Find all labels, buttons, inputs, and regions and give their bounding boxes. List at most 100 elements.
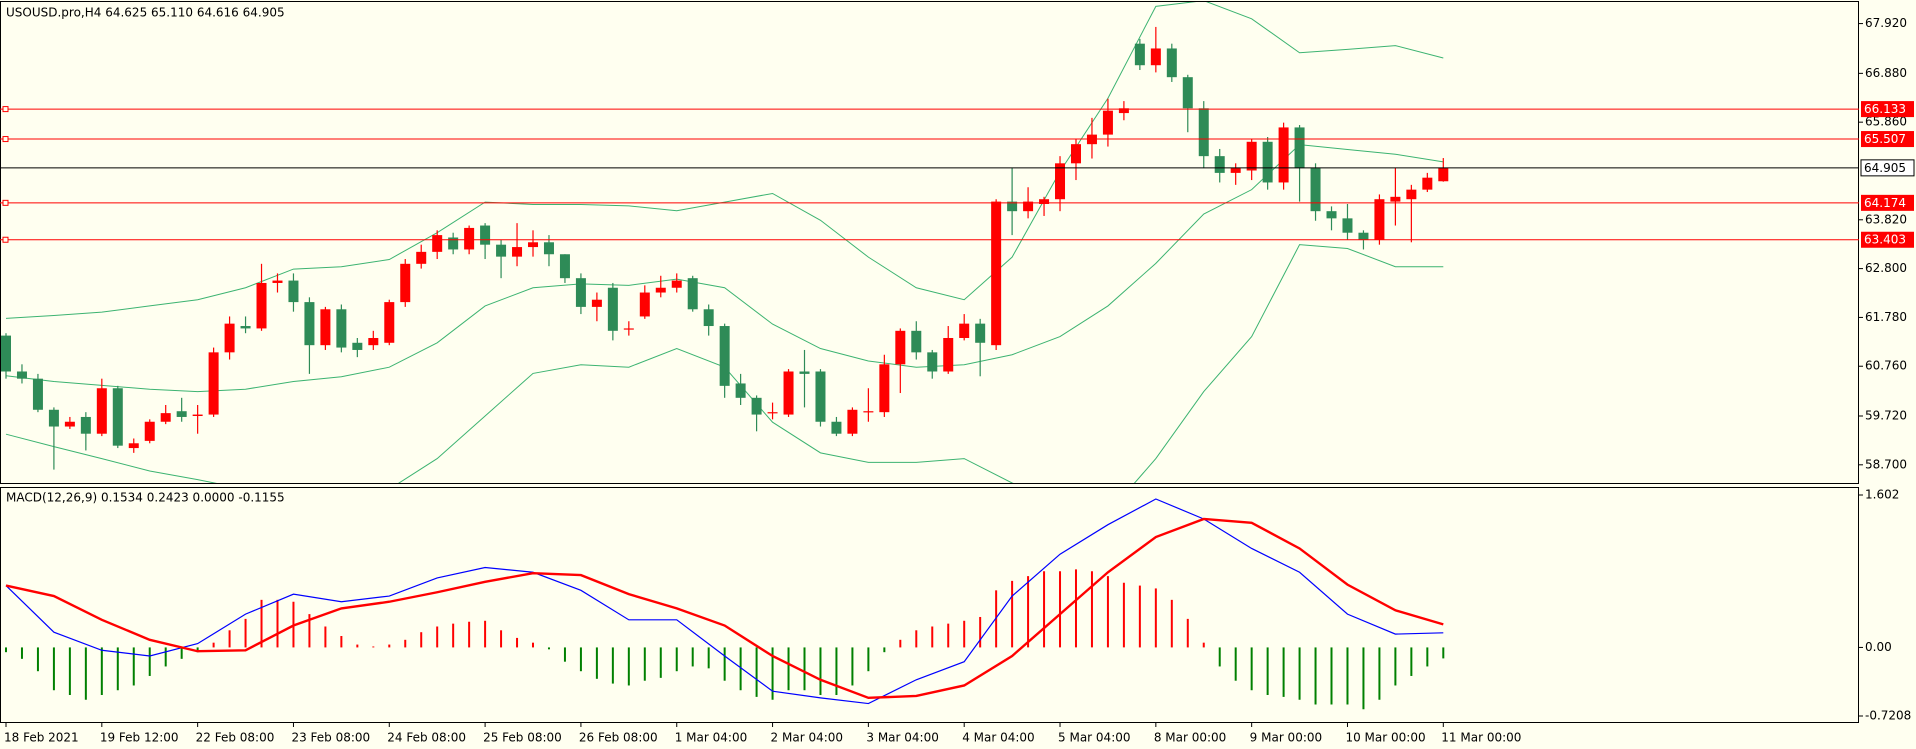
candle-body [1023, 201, 1034, 212]
candle-body [128, 443, 139, 449]
x-tick-label: 18 Feb 2021 [4, 731, 79, 745]
level-label-box [1861, 131, 1914, 148]
level-anchor [2, 199, 9, 206]
axes: 67.920 66.880 65.860 63.820 62.800 61.780 60.7… [0, 16, 1915, 745]
candle-body [767, 412, 778, 414]
candle-body [1310, 168, 1321, 212]
candle-body [320, 309, 331, 346]
x-tick-label: 2 Mar 04:00 [771, 731, 844, 745]
candle-body [847, 409, 858, 434]
candle-body [368, 337, 379, 346]
y-tick-label: -0.7208 [1865, 709, 1911, 723]
level-label: 64.174 [1864, 196, 1906, 210]
candle-body [96, 388, 107, 434]
candle-body [400, 263, 411, 303]
level-label: 65.507 [1864, 132, 1906, 146]
candle-body [671, 280, 682, 288]
y-tick-label: 62.800 [1865, 261, 1907, 275]
candle-body [655, 287, 666, 293]
x-tick-label: 26 Feb 08:00 [579, 731, 658, 745]
candle-body [863, 411, 874, 413]
bollinger-band [5, 2, 1444, 319]
x-tick-label: 24 Feb 08:00 [387, 731, 466, 745]
x-tick-label: 23 Feb 08:00 [291, 731, 370, 745]
candle-body [16, 371, 27, 379]
candle-body [48, 409, 59, 427]
x-tick-label: 10 Mar 00:00 [1345, 731, 1425, 745]
y-tick-label: 67.920 [1865, 16, 1907, 30]
x-tick-label: 5 Mar 04:00 [1058, 731, 1131, 745]
candle-body [895, 330, 906, 365]
bollinger-band [5, 144, 1444, 393]
candle-body [112, 388, 123, 446]
candle-body [1358, 232, 1369, 240]
candle-body [991, 201, 1002, 346]
candle-body [448, 237, 459, 250]
x-tick-label: 8 Mar 00:00 [1154, 731, 1227, 745]
candle-body [623, 328, 634, 330]
y-tick-label: 1.602 [1865, 488, 1899, 502]
candle-body [1246, 141, 1257, 171]
candle-body [1294, 127, 1305, 169]
candle-body [735, 383, 746, 398]
y-tick-label: 59.720 [1865, 409, 1907, 423]
candle-body [1230, 168, 1241, 173]
candle-body [751, 397, 762, 415]
x-tick-label: 19 Feb 12:00 [100, 731, 179, 745]
candle-body [879, 364, 890, 413]
candle-body [1182, 77, 1193, 109]
level-label: 66.133 [1864, 102, 1906, 116]
candle-body [815, 371, 826, 422]
x-tick-label: 25 Feb 08:00 [483, 731, 562, 745]
candle-body [975, 323, 986, 343]
last-price-box [1860, 159, 1915, 177]
candle-body [719, 326, 730, 386]
y-tick-label: 58.700 [1865, 457, 1907, 471]
y-tick-label: 60.760 [1865, 359, 1907, 373]
y-tick-label: 0.00 [1865, 640, 1892, 654]
candle-body [224, 323, 235, 353]
candle-body [528, 242, 539, 248]
y-tick-label: 63.820 [1865, 212, 1907, 226]
candle-body [1262, 141, 1273, 183]
candle-body [831, 421, 842, 434]
x-tick-label: 1 Mar 04:00 [675, 731, 748, 745]
macd-line [5, 517, 1444, 700]
level-label-box [1861, 194, 1914, 211]
candle-body [64, 421, 75, 427]
level-label-box [1861, 231, 1914, 248]
price-panel-header: USOUSD.pro,H4 64.625 65.110 64.616 64.90… [6, 6, 285, 20]
candle-body [591, 299, 602, 307]
candle-body [1422, 177, 1433, 190]
candle-body [927, 352, 938, 372]
candle-body [384, 302, 395, 343]
candle-body [1214, 156, 1225, 173]
candle-body [1102, 110, 1113, 135]
candle-body [496, 244, 507, 257]
candle-body [1438, 167, 1449, 182]
candle-body [1007, 201, 1018, 212]
candle-body [543, 242, 554, 255]
candle-body [607, 287, 618, 331]
candle-body [1070, 144, 1081, 164]
candle-body [687, 278, 698, 310]
candle-body [464, 227, 475, 250]
candle-body [512, 247, 523, 257]
candle-body [432, 235, 443, 252]
candle-body [1150, 48, 1161, 66]
level-anchor [2, 136, 9, 143]
candle-body [272, 280, 283, 283]
candle-body [1198, 108, 1209, 157]
candle-body [559, 254, 570, 279]
x-tick-label: 11 Mar 00:00 [1441, 731, 1521, 745]
candle-body [1326, 211, 1337, 219]
candle-body [783, 371, 794, 415]
candle-body [1374, 199, 1385, 240]
candle-body [176, 411, 187, 417]
candle-body [1278, 127, 1289, 183]
x-tick-label: 22 Feb 08:00 [196, 731, 275, 745]
candle-body [639, 292, 650, 317]
y-tick-label: 65.860 [1865, 115, 1907, 129]
